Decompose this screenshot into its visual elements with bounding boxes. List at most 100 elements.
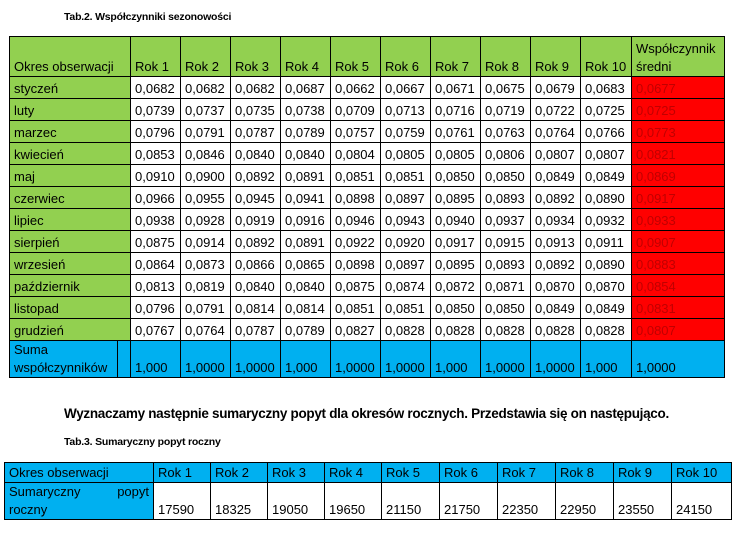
month-label: kwiecień (9, 142, 131, 165)
coefficient-cell: 0,0814 (230, 296, 281, 319)
coefficient-cell: 0,0916 (280, 208, 331, 231)
coefficient-cell: 0,0791 (180, 120, 231, 143)
coefficient-cell: 0,0872 (430, 274, 481, 297)
header-year: Rok 5 (381, 462, 440, 483)
coefficient-cell: 0,0870 (530, 274, 581, 297)
coefficient-cell: 0,0735 (230, 98, 281, 121)
table-row: listopad 0,0796 0,0791 0,0814 0,0814 0,0851 0,… (9, 296, 725, 319)
coefficient-cell: 0,0828 (530, 318, 581, 341)
table-row: maj 0,0910 0,0900 0,0892 0,0891 0,0851 0,0851 0… (9, 164, 725, 187)
coefficient-cell: 0,0814 (280, 296, 331, 319)
coefficient-cell: 0,0761 (430, 120, 481, 143)
month-label: październik (9, 274, 131, 297)
month-label: marzec (9, 120, 131, 143)
coefficient-cell: 0,0914 (180, 230, 231, 253)
header-year: Rok 6 (439, 462, 498, 483)
table-row: lipiec 0,0938 0,0928 0,0919 0,0916 0,0946 0,09… (9, 208, 725, 231)
coefficient-cell: 0,0898 (330, 186, 381, 209)
coefficient-cell: 0,0874 (380, 274, 431, 297)
average-coefficient-cell: 0,0807 (631, 318, 725, 341)
demand-cell: 22350 (497, 482, 556, 520)
demand-cell: 24150 (671, 482, 732, 520)
header-year: Rok 9 (530, 36, 581, 77)
coefficient-cell: 0,0827 (330, 318, 381, 341)
coefficient-cell: 0,0849 (530, 296, 581, 319)
coefficient-cell: 0,0900 (180, 164, 231, 187)
month-label: styczeń (9, 76, 131, 99)
demand-cell: 18325 (210, 482, 268, 520)
month-label: lipiec (9, 208, 131, 231)
header-year: Rok 10 (580, 36, 632, 77)
coefficient-cell: 0,0892 (230, 230, 281, 253)
header-year: Rok 9 (613, 462, 672, 483)
coefficient-cell: 0,0922 (330, 230, 381, 253)
coefficient-cell: 0,0870 (580, 274, 632, 297)
coefficient-cell: 0,0828 (430, 318, 481, 341)
coefficient-cell: 0,0763 (480, 120, 531, 143)
coefficient-cell: 0,0890 (580, 186, 632, 209)
coefficient-cell: 0,0789 (280, 120, 331, 143)
annual-demand-table: Okres obserwacji Rok 1 Rok 2 Rok 3 Rok 4… (4, 462, 732, 520)
coefficient-cell: 0,0875 (330, 274, 381, 297)
coefficient-cell: 0,0662 (330, 76, 381, 99)
coefficient-cell: 0,0864 (130, 252, 181, 275)
coefficient-cell: 0,0943 (380, 208, 431, 231)
coefficient-cell: 0,0759 (380, 120, 431, 143)
coefficient-cell: 0,0671 (430, 76, 481, 99)
header-year: Rok 3 (267, 462, 325, 483)
coefficient-cell: 0,0849 (530, 164, 581, 187)
coefficient-cell: 0,0819 (180, 274, 231, 297)
table-row: październik 0,0813 0,0819 0,0840 0,0840 0,087… (9, 274, 725, 297)
coefficient-cell: 0,0850 (480, 164, 531, 187)
month-label: wrzesień (9, 252, 131, 275)
sum-cell: 1,000 (280, 340, 331, 378)
coefficient-cell: 0,0920 (380, 230, 431, 253)
coefficient-cell: 0,0787 (230, 120, 281, 143)
header-period: Okres obserwacji (9, 36, 131, 77)
sum-cell: 1,000 (130, 340, 181, 378)
coefficient-cell: 0,0850 (430, 296, 481, 319)
table-row: kwiecień 0,0853 0,0846 0,0840 0,0840 0,0804 0,… (9, 142, 725, 165)
coefficient-cell: 0,0897 (380, 186, 431, 209)
coefficient-cell: 0,0739 (130, 98, 181, 121)
table-row: czerwiec 0,0966 0,0955 0,0945 0,0941 0,0898 0,… (9, 186, 725, 209)
coefficient-cell: 0,0675 (480, 76, 531, 99)
coefficient-cell: 0,0913 (530, 230, 581, 253)
coefficient-cell: 0,0875 (130, 230, 181, 253)
header-year: Rok 1 (153, 462, 211, 483)
sum-cell: 1,000 (430, 340, 481, 378)
average-coefficient-cell: 0,0773 (631, 120, 725, 143)
header-year: Rok 6 (380, 36, 431, 77)
table2-caption: Tab.3. Sumaryczny popyt roczny (64, 436, 221, 448)
body-paragraph: Wyznaczamy następnie sumaryczny popyt dl… (64, 406, 669, 421)
table-row: Sumaryczny popyt roczny 17590 18325 1905… (4, 482, 732, 520)
header-year: Rok 2 (180, 36, 231, 77)
coefficient-cell: 0,0840 (280, 274, 331, 297)
average-coefficient-cell: 0,0725 (631, 98, 725, 121)
demand-cell: 22950 (555, 482, 614, 520)
coefficient-cell: 0,0764 (180, 318, 231, 341)
coefficient-cell: 0,0851 (330, 296, 381, 319)
sum-cell: 1,0000 (480, 340, 531, 378)
coefficient-cell: 0,0805 (380, 142, 431, 165)
header-year: Rok 4 (280, 36, 331, 77)
coefficient-cell: 0,0946 (330, 208, 381, 231)
demand-cell: 19650 (324, 482, 382, 520)
coefficient-cell: 0,0891 (280, 164, 331, 187)
average-coefficient-cell: 0,0821 (631, 142, 725, 165)
table-row: sierpień 0,0875 0,0914 0,0892 0,0891 0,0922 0,… (9, 230, 725, 253)
coefficient-cell: 0,0709 (330, 98, 381, 121)
coefficient-cell: 0,0813 (130, 274, 181, 297)
coefficient-cell: 0,0682 (130, 76, 181, 99)
coefficient-cell: 0,0787 (230, 318, 281, 341)
coefficient-cell: 0,0716 (430, 98, 481, 121)
coefficient-cell: 0,0796 (130, 120, 181, 143)
header-year: Rok 3 (230, 36, 281, 77)
month-label: sierpień (9, 230, 131, 253)
sum-divider (117, 341, 118, 377)
header-period: Okres obserwacji (4, 462, 154, 483)
coefficient-cell: 0,0828 (480, 318, 531, 341)
coefficient-cell: 0,0738 (280, 98, 331, 121)
coefficient-cell: 0,0890 (580, 252, 632, 275)
coefficient-cell: 0,0915 (480, 230, 531, 253)
